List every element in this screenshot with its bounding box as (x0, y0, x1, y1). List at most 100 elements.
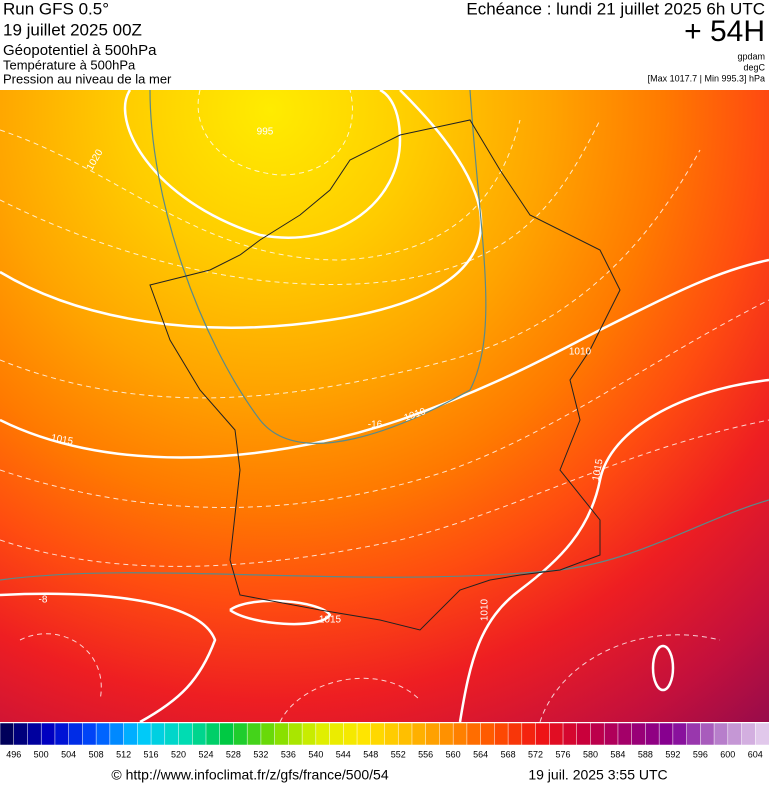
color-swatch (123, 722, 138, 746)
color-swatch (727, 722, 743, 746)
scale-label: 564 (473, 749, 488, 759)
scale-label: 524 (198, 749, 213, 759)
color-swatch (549, 722, 564, 746)
color-swatch (164, 722, 180, 746)
scale-label: 504 (61, 749, 76, 759)
color-swatch (260, 722, 276, 746)
scale-label: 536 (281, 749, 296, 759)
color-swatch (137, 722, 152, 746)
timestamp: 19 juil. 2025 3:55 UTC (528, 767, 667, 783)
color-swatch (301, 722, 317, 746)
field-shading (0, 90, 769, 722)
scale-label: 604 (748, 749, 763, 759)
color-swatch (452, 722, 468, 746)
color-swatch (631, 722, 646, 746)
scale-label: 548 (363, 749, 378, 759)
scale-label: 508 (89, 749, 104, 759)
color-swatch (755, 722, 769, 746)
color-swatch (741, 722, 756, 746)
field-label: Température à 500hPa (3, 57, 136, 72)
scale-label: 556 (418, 749, 433, 759)
field-label: Pression au niveau de la mer (3, 71, 172, 86)
color-swatch (219, 722, 234, 746)
color-swatch (233, 722, 248, 746)
scale-label: 572 (528, 749, 543, 759)
color-swatch (603, 722, 619, 746)
color-swatch (150, 722, 166, 746)
color-swatch (411, 722, 427, 746)
color-swatch (109, 722, 125, 746)
contour-label: 1010 (569, 347, 592, 358)
contour-label: 1015 (591, 458, 606, 482)
scale-label: 580 (583, 749, 598, 759)
scale-label: 592 (665, 749, 680, 759)
isobars (0, 88, 769, 724)
color-swatch (439, 722, 454, 746)
color-swatch (315, 722, 331, 746)
lead-time: + 54H (684, 15, 765, 48)
scale-label: 496 (6, 749, 21, 759)
run-date: 19 juillet 2025 00Z (3, 20, 142, 39)
color-swatch (356, 722, 372, 746)
scale-label: 584 (610, 749, 625, 759)
contour-label: 1015 (50, 433, 74, 448)
color-swatch (425, 722, 440, 746)
color-swatch (40, 722, 56, 746)
color-swatch (178, 722, 193, 746)
color-swatch (397, 722, 413, 746)
contour-label: 1015 (319, 615, 342, 626)
scale-label: 596 (693, 749, 708, 759)
scale-label: 516 (144, 749, 159, 759)
scale-label: 540 (308, 749, 323, 759)
unit: degC (743, 62, 765, 72)
scale-label: 576 (556, 749, 571, 759)
color-swatch (480, 722, 495, 746)
scale-label: 512 (116, 749, 131, 759)
forecast-time: Echéance : lundi 21 juillet 2025 6h UTC (466, 0, 765, 18)
scale-label: 560 (446, 749, 461, 759)
isotherms (0, 89, 769, 723)
color-swatch (535, 722, 550, 746)
color-swatch (645, 722, 660, 746)
unit: gpdam (737, 51, 765, 61)
color-swatch (713, 722, 729, 746)
color-swatch (82, 722, 97, 746)
contour-label: -16 (368, 420, 383, 431)
scale-label: 600 (720, 749, 735, 759)
color-swatch (192, 722, 207, 746)
scale-label: 544 (336, 749, 351, 759)
color-swatch (672, 722, 688, 746)
color-swatch (370, 722, 386, 746)
geopotential (0, 89, 769, 581)
color-swatch (329, 722, 344, 746)
color-swatch (521, 722, 537, 746)
color-swatch (686, 722, 701, 746)
contour-label: 1010 (480, 598, 491, 621)
color-swatch (27, 722, 42, 746)
color-swatch (0, 722, 15, 746)
color-swatch (246, 722, 262, 746)
color-swatch (494, 722, 509, 746)
map (0, 88, 769, 724)
color-swatch (95, 722, 111, 746)
color-swatch (205, 722, 221, 746)
color-swatch (288, 722, 303, 746)
color-swatch (274, 722, 289, 746)
color-swatch (343, 722, 358, 746)
scale-label: 528 (226, 749, 241, 759)
color-swatch (507, 722, 523, 746)
color-swatch (562, 722, 578, 746)
source-url: © http://www.infoclimat.fr/z/gfs/france/… (111, 767, 388, 783)
color-swatch (54, 722, 70, 746)
color-swatch (13, 722, 29, 746)
color-swatch (617, 722, 633, 746)
color-swatch (590, 722, 605, 746)
scale-label: 552 (391, 749, 406, 759)
run-title: Run GFS 0.5° (3, 0, 109, 18)
color-swatch (576, 722, 592, 746)
scale-label: 568 (501, 749, 516, 759)
color-swatch (700, 722, 715, 746)
coastline (149, 119, 621, 631)
color-swatch (658, 722, 674, 746)
